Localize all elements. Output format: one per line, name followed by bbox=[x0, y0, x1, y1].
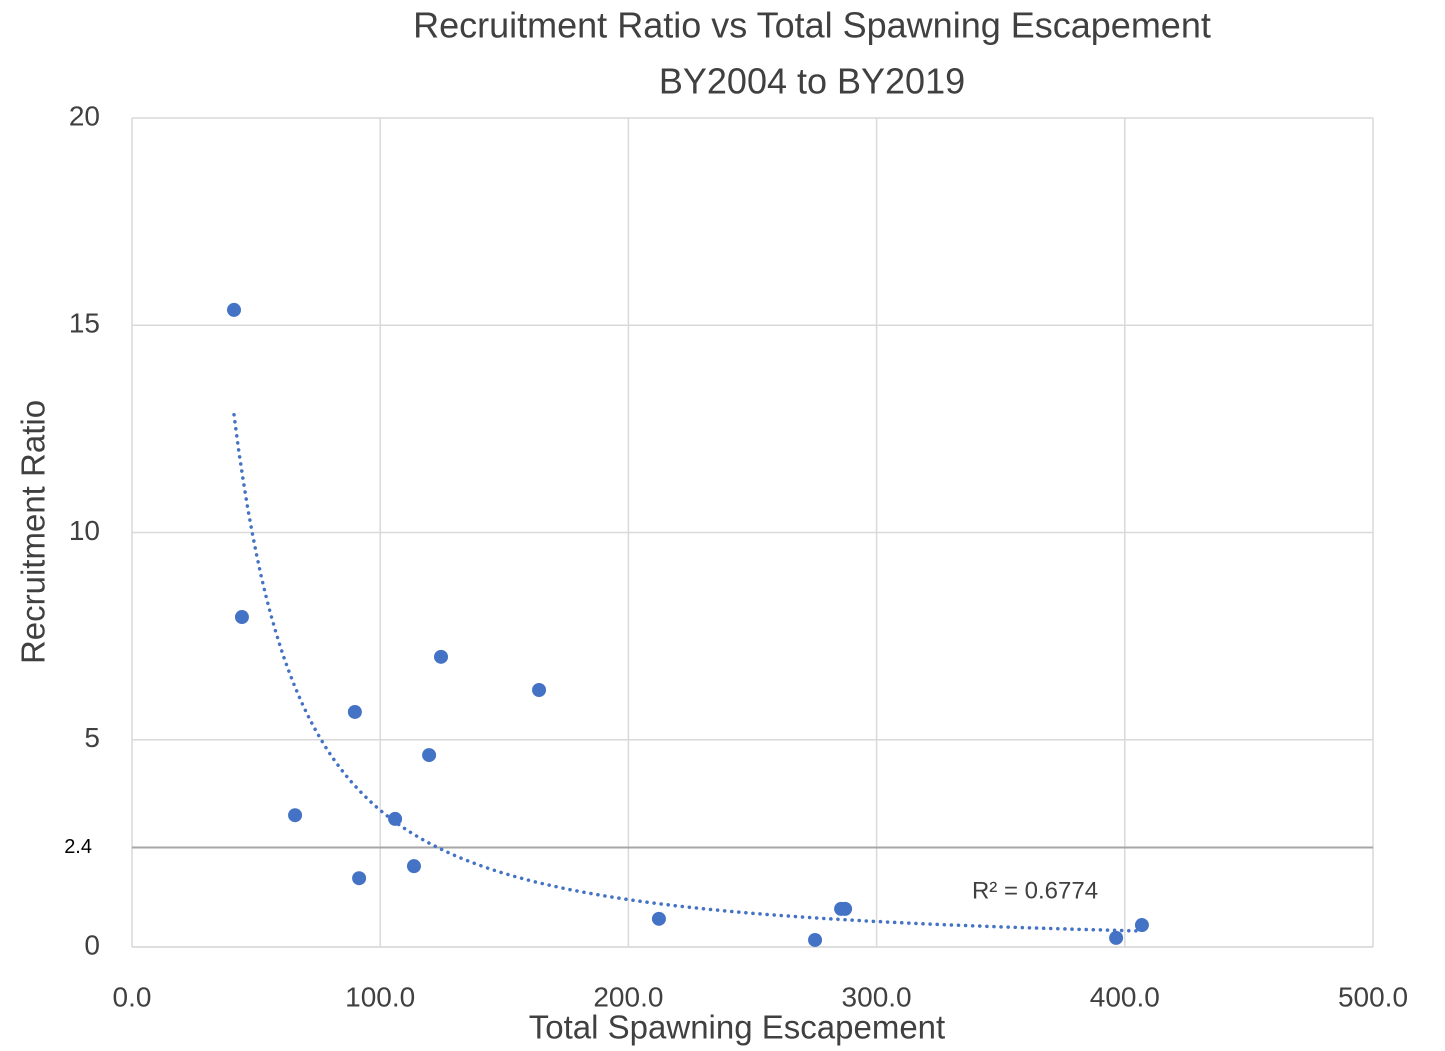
point bbox=[347, 704, 362, 719]
y-tick-label: 0 bbox=[84, 929, 100, 960]
point bbox=[227, 302, 242, 317]
point bbox=[422, 748, 437, 763]
point bbox=[808, 932, 823, 947]
trendline-label: R² = 0.6774 bbox=[972, 877, 1098, 904]
point bbox=[434, 649, 449, 664]
x-tick-label: 300.0 bbox=[842, 981, 912, 1012]
y-tick-label: 20 bbox=[69, 100, 100, 131]
point bbox=[288, 808, 303, 823]
point bbox=[352, 871, 367, 886]
point bbox=[532, 683, 547, 698]
trendline bbox=[232, 412, 1144, 933]
y-axis-label: Recruitment Ratio bbox=[15, 400, 52, 664]
point bbox=[1134, 918, 1149, 933]
y-tick-label: 15 bbox=[69, 308, 100, 339]
y-tick-label: 10 bbox=[69, 515, 100, 546]
x-axis-label: Total Spawning Escapement bbox=[529, 1009, 945, 1046]
point bbox=[388, 811, 403, 826]
chart-title: Recruitment Ratio vs Total Spawning Esca… bbox=[413, 5, 1211, 46]
point bbox=[406, 859, 421, 874]
reference-label: 2.4 bbox=[64, 836, 92, 858]
point bbox=[838, 901, 853, 916]
point bbox=[234, 610, 249, 625]
chart-subtitle: BY2004 to BY2019 bbox=[659, 61, 965, 102]
x-tick-label: 200.0 bbox=[593, 981, 663, 1012]
x-tick-label: 0.0 bbox=[113, 981, 152, 1012]
y-tick-label: 5 bbox=[84, 722, 100, 753]
x-tick-label: 100.0 bbox=[345, 981, 415, 1012]
point bbox=[1109, 930, 1124, 945]
x-tick-label: 400.0 bbox=[1090, 981, 1160, 1012]
point bbox=[651, 911, 666, 926]
x-tick-label: 500.0 bbox=[1338, 981, 1408, 1012]
